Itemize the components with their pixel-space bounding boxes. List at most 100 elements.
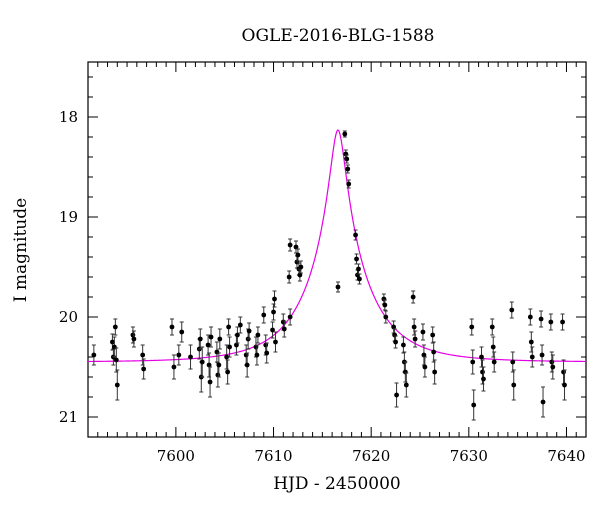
data-point <box>244 352 250 378</box>
point-marker <box>297 272 303 278</box>
data-point <box>188 344 193 370</box>
point-marker <box>430 332 436 338</box>
point-marker <box>511 382 517 388</box>
point-marker <box>205 342 211 348</box>
point-marker <box>206 362 212 368</box>
point-marker <box>141 366 147 372</box>
data-point <box>225 359 231 385</box>
data-point <box>114 369 120 401</box>
data-point <box>383 310 389 324</box>
point-marker <box>357 276 362 282</box>
x-tick-label: 7610 <box>254 447 292 465</box>
point-marker <box>140 352 146 358</box>
point-marker <box>179 329 185 335</box>
data-point <box>410 290 416 304</box>
point-marker <box>234 342 239 348</box>
data-point <box>179 321 185 343</box>
point-marker <box>343 151 349 157</box>
data-point <box>529 346 535 368</box>
data-point <box>171 354 177 380</box>
point-marker <box>197 336 203 342</box>
point-marker <box>401 342 406 348</box>
data-point <box>550 354 556 380</box>
data-point <box>560 313 565 331</box>
point-marker <box>224 354 230 360</box>
data-point <box>411 318 417 336</box>
point-marker <box>171 364 177 370</box>
point-marker <box>509 307 515 313</box>
point-marker <box>421 352 427 358</box>
data-points-layer <box>91 130 567 421</box>
data-point <box>402 361 408 383</box>
data-point <box>420 323 426 341</box>
point-marker <box>539 352 545 358</box>
point-marker <box>382 302 388 308</box>
point-marker <box>188 354 193 360</box>
y-tick-label: 18 <box>59 108 78 126</box>
point-marker <box>490 344 496 350</box>
data-point <box>561 359 566 385</box>
point-marker <box>432 369 438 375</box>
data-point <box>469 318 475 336</box>
point-marker <box>113 357 119 363</box>
point-marker <box>528 339 534 345</box>
data-point <box>382 299 388 311</box>
data-point <box>510 351 516 373</box>
point-marker <box>510 359 516 365</box>
data-point <box>298 260 304 274</box>
point-marker <box>273 339 278 345</box>
data-point <box>176 344 182 366</box>
data-point <box>207 366 213 398</box>
data-point <box>235 326 240 344</box>
point-marker <box>411 324 417 330</box>
data-point <box>227 336 232 358</box>
data-point <box>344 154 350 164</box>
data-point <box>540 386 546 418</box>
point-marker <box>489 324 495 330</box>
data-point <box>293 240 299 254</box>
point-marker <box>353 232 358 238</box>
data-point <box>528 331 534 353</box>
y-tick-label: 19 <box>59 208 78 226</box>
data-point <box>287 308 293 326</box>
point-marker <box>217 336 223 342</box>
y-axis-label: I magnitude <box>11 198 31 302</box>
data-point <box>490 336 496 358</box>
point-marker <box>295 252 301 258</box>
data-point <box>287 238 293 252</box>
model-curve <box>87 129 586 363</box>
point-marker <box>342 131 348 137</box>
data-point <box>169 318 175 336</box>
data-point <box>353 229 358 241</box>
point-marker <box>381 296 387 302</box>
point-marker <box>392 332 398 338</box>
point-marker <box>199 359 205 365</box>
point-marker <box>255 332 261 338</box>
data-point <box>357 273 362 285</box>
point-marker <box>548 319 554 325</box>
point-marker <box>254 352 260 358</box>
data-point <box>346 179 352 189</box>
data-point <box>401 336 406 354</box>
data-point <box>562 369 567 401</box>
data-point <box>403 372 409 398</box>
data-point <box>539 344 545 366</box>
point-marker <box>420 329 426 335</box>
point-marker <box>237 322 243 328</box>
point-marker <box>131 336 137 342</box>
data-point <box>527 308 533 326</box>
data-point <box>272 290 277 308</box>
point-marker <box>491 359 497 365</box>
data-point <box>431 341 437 363</box>
point-marker <box>527 314 533 320</box>
point-marker <box>538 316 544 322</box>
data-point <box>261 306 267 324</box>
point-marker <box>176 352 182 358</box>
data-point <box>489 318 495 336</box>
point-marker <box>356 266 361 272</box>
point-marker <box>470 359 476 365</box>
data-point <box>254 344 260 366</box>
data-point <box>335 281 341 293</box>
point-marker <box>244 362 250 368</box>
data-point <box>255 326 261 344</box>
